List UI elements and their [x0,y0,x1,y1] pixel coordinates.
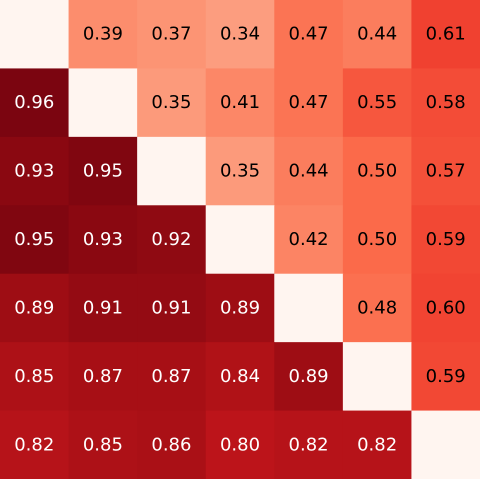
heatmap-cell-r4-c0 [0,273,70,343]
heatmap-cell-r0-c4 [274,0,344,69]
heatmap-label-r4-c6: 0.60 [426,297,466,318]
heatmap-cell-r4-c2 [137,273,207,343]
heatmap-label-r5-c3: 0.84 [220,366,260,387]
heatmap-cell-r3-c6 [411,205,480,275]
heatmap-cell-r0-c5 [342,0,412,69]
heatmap-label-r1-c5: 0.55 [357,92,397,113]
heatmap-label-r6-c3: 0.80 [220,434,260,455]
heatmap-label-r0-c5: 0.44 [357,24,397,45]
heatmap-cell-r1-c3 [205,68,275,138]
heatmap-cell-r2-c6 [411,136,480,206]
heatmap-cell-r1-c5 [342,68,412,138]
heatmap-label-r3-c2: 0.92 [151,229,191,250]
heatmap-cell-r0-c0 [0,0,70,69]
heatmap-cell-r5-c5 [342,342,412,412]
heatmap-label-r2-c1: 0.95 [83,161,123,182]
heatmap-label-r2-c3: 0.35 [220,161,260,182]
heatmap-cell-r5-c3 [205,342,275,412]
heatmap-cell-r2-c2 [137,136,207,206]
heatmap-cell-r5-c6 [411,342,480,412]
heatmap-label-r1-c0: 0.96 [14,92,54,113]
heatmap-label-r6-c5: 0.82 [357,434,397,455]
heatmap-label-r3-c0: 0.95 [14,229,54,250]
heatmap-cell-r2-c1 [68,136,138,206]
heatmap-label-r0-c6: 0.61 [426,24,466,45]
heatmap-label-r3-c5: 0.50 [357,229,397,250]
heatmap-cell-r0-c6 [411,0,480,69]
heatmap-cell-r2-c3 [205,136,275,206]
heatmap-label-r2-c4: 0.44 [289,161,329,182]
heatmap-cell-r1-c4 [274,68,344,138]
heatmap-cell-r5-c1 [68,342,138,412]
heatmap-cell-r6-c1 [68,410,138,479]
heatmap-label-r6-c4: 0.82 [289,434,329,455]
heatmap-cell-r0-c2 [137,0,207,69]
heatmap-cell-r1-c1 [68,68,138,138]
heatmap-cell-r4-c4 [274,273,344,343]
heatmap-cell-r6-c2 [137,410,207,479]
heatmap-labels: 0.39 0.37 0.34 0.47 0.44 0.61 0.96 0.35 0.41 0.47… [14,24,466,456]
heatmap-label-r4-c1: 0.91 [83,297,123,318]
heatmap-cell-r6-c3 [205,410,275,479]
heatmap-cell-r3-c1 [68,205,138,275]
heatmap-cell-r3-c4 [274,205,344,275]
heatmap-label-r3-c6: 0.59 [426,229,466,250]
heatmap-label-r1-c2: 0.35 [151,92,191,113]
heatmap-cell-r4-c6 [411,273,480,343]
heatmap-label-r5-c0: 0.85 [14,366,54,387]
heatmap-cell-r2-c4 [274,136,344,206]
heatmap-cell-r1-c0 [0,68,70,138]
heatmap-cell-r5-c2 [137,342,207,412]
heatmap-cell-r0-c3 [205,0,275,69]
heatmap-label-r1-c3: 0.41 [220,92,260,113]
heatmap-label-r0-c1: 0.39 [83,24,123,45]
heatmap-label-r5-c1: 0.87 [83,366,123,387]
heatmap-cell-r6-c4 [274,410,344,479]
heatmap-cell-r2-c0 [0,136,70,206]
heatmap-label-r6-c2: 0.86 [151,434,191,455]
heatmap-cell-r3-c2 [137,205,207,275]
heatmap-cell-r6-c6 [411,410,480,479]
heatmap-cell-r5-c0 [0,342,70,412]
heatmap-label-r6-c1: 0.85 [83,434,123,455]
heatmap-cell-r0-c1 [68,0,138,69]
heatmap-label-r4-c5: 0.48 [357,297,397,318]
heatmap-label-r4-c3: 0.89 [220,297,260,318]
heatmap-label-r2-c6: 0.57 [426,161,466,182]
heatmap-cell-r4-c3 [205,273,275,343]
heatmap-label-r3-c4: 0.42 [289,229,329,250]
heatmap-label-r2-c5: 0.50 [357,161,397,182]
heatmap-label-r5-c6: 0.59 [426,366,466,387]
heatmap-cell-r2-c5 [342,136,412,206]
heatmap-label-r1-c6: 0.58 [426,92,466,113]
heatmap-cell-r6-c0 [0,410,70,479]
heatmap-cell-r4-c1 [68,273,138,343]
heatmap-cell-r1-c6 [411,68,480,138]
heatmap-label-r1-c4: 0.47 [289,92,329,113]
heatmap-label-r0-c2: 0.37 [151,24,191,45]
heatmap-label-r3-c1: 0.93 [83,229,123,250]
heatmap-label-r5-c4: 0.89 [289,366,329,387]
heatmap-cell-r6-c5 [342,410,412,479]
heatmap-label-r6-c0: 0.82 [14,434,54,455]
heatmap-cell-r3-c5 [342,205,412,275]
heatmap-label-r4-c0: 0.89 [14,297,54,318]
heatmap-cell-r1-c2 [137,68,207,138]
heatmap-cell-r3-c0 [0,205,70,275]
heatmap-label-r5-c2: 0.87 [151,366,191,387]
heatmap-cell-r5-c4 [274,342,344,412]
heatmap-label-r2-c0: 0.93 [14,161,54,182]
heatmap-label-r0-c3: 0.34 [220,24,260,45]
heatmap-label-r4-c2: 0.91 [151,297,191,318]
heatmap-cell-r3-c3 [205,205,275,275]
heatmap-label-r0-c4: 0.47 [289,24,329,45]
heatmap-cell-r4-c5 [342,273,412,343]
